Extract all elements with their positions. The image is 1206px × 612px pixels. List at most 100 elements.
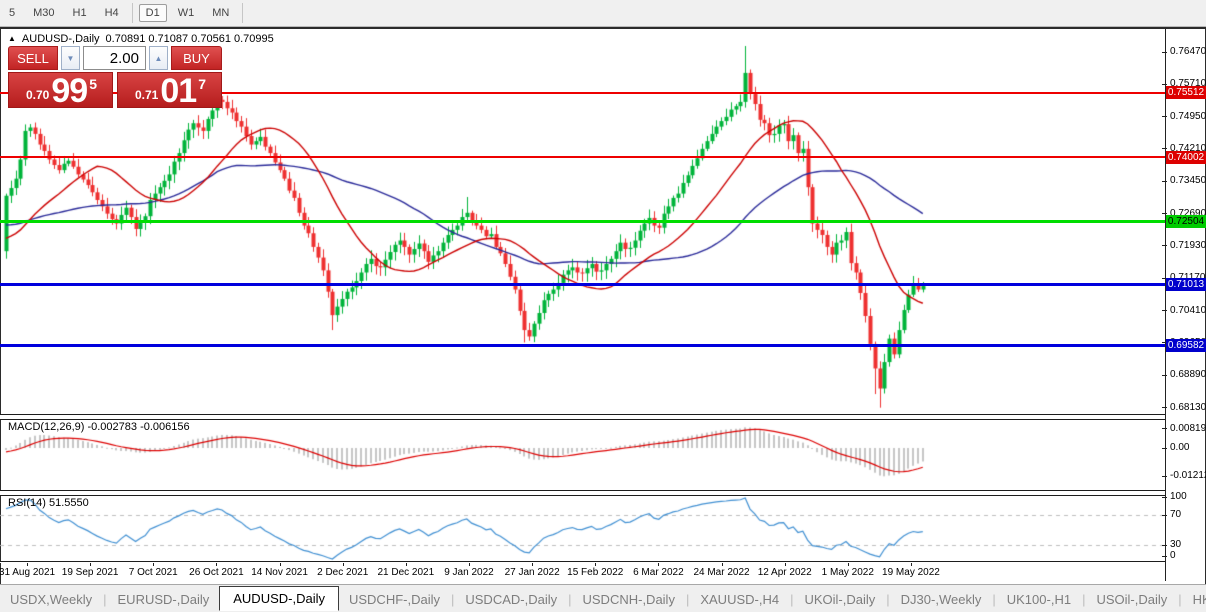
date-tick-mark: [342, 562, 344, 566]
macd-tick-mark: [1162, 447, 1167, 449]
buy-price-sup: 7: [198, 76, 206, 92]
chart-tab-uk100-h1[interactable]: UK100-,H1: [1006, 591, 1072, 607]
chart-tab-ukoil-daily[interactable]: UKOil-,Daily: [804, 591, 876, 607]
spin-down-icon: ▼: [66, 53, 75, 63]
price-tick-mark: [1162, 148, 1167, 150]
price-tick-mark: [1162, 342, 1167, 344]
macd-tick-label: -0.01212: [1170, 470, 1206, 482]
chart-tab-usoil-daily[interactable]: USOil-,Daily: [1096, 591, 1168, 607]
tab-separator: |: [103, 591, 107, 607]
chart-tab-dj30-weekly[interactable]: DJ30-,Weekly: [900, 591, 982, 607]
chart-tab-usdcnh-daily[interactable]: USDCNH-,Daily: [582, 591, 675, 607]
tab-separator: |: [1178, 591, 1182, 607]
chart-tab-eurusd-daily[interactable]: EURUSD-,Daily: [117, 591, 210, 607]
date-tick-mark: [847, 562, 849, 566]
date-tick-mark: [405, 562, 407, 566]
sell-button[interactable]: SELL: [8, 46, 58, 70]
date-axis-label: 15 Feb 2022: [567, 567, 624, 578]
price-tick-mark: [1162, 116, 1167, 118]
date-axis-label: 21 Dec 2021: [377, 567, 435, 578]
price-tick-mark: [1162, 310, 1167, 312]
price-tick-label: 0.74950: [1170, 110, 1206, 122]
main-macd-separator[interactable]: [0, 414, 1166, 420]
chart-tab-usdchf-daily[interactable]: USDCHF-,Daily: [348, 591, 440, 607]
tab-separator: |: [568, 591, 572, 607]
tab-separator: |: [1082, 591, 1086, 607]
date-tick-mark: [721, 562, 723, 566]
volume-decrease-button[interactable]: ▼: [61, 46, 80, 70]
price-axis-border: [1165, 29, 1166, 581]
sell-price-big: 99: [51, 72, 88, 110]
price-tick-label: 0.73450: [1170, 175, 1206, 187]
price-tick-label: 0.68130: [1170, 401, 1206, 413]
buy-price-small: 0.71: [135, 88, 159, 102]
date-axis-label: 6 Mar 2022: [633, 567, 684, 578]
price-tick-mark: [1162, 180, 1167, 182]
price-badge-0.74002: 0.74002: [1166, 150, 1206, 164]
price-tick-label: 0.70410: [1170, 304, 1206, 316]
tab-separator: |: [685, 591, 690, 607]
volume-input[interactable]: [83, 46, 146, 70]
price-badge-0.71013: 0.71013: [1166, 278, 1206, 292]
rsi-tick-mark: [1162, 496, 1167, 498]
chart-symbol-period: AUDUSD-,Daily: [21, 33, 100, 45]
date-axis-label: 9 Jan 2022: [444, 567, 494, 578]
buy-button[interactable]: BUY: [171, 46, 222, 70]
date-axis-label: 19 Sep 2021: [61, 567, 119, 578]
date-tick-mark: [910, 562, 912, 566]
horizontal-line-0.71013[interactable]: [0, 283, 1165, 287]
collapse-arrow-icon[interactable]: ▲: [8, 34, 16, 43]
buy-price-display[interactable]: 0.71 01 7: [117, 72, 222, 108]
date-axis-label: 2 Dec 2021: [317, 567, 369, 578]
date-tick-mark: [27, 562, 28, 566]
chart-ohlc-values: 0.70891 0.71087 0.70561 0.70995: [105, 33, 274, 45]
date-tick-mark: [153, 562, 155, 566]
date-axis-label: 1 May 2022: [821, 567, 874, 578]
price-tick-label: 0.74210: [1170, 142, 1206, 154]
price-tick-label: 0.71930: [1170, 239, 1206, 251]
date-axis-label: 24 Mar 2022: [693, 567, 750, 578]
spin-up-icon: ▲: [154, 53, 163, 63]
tab-separator: |: [790, 591, 794, 607]
date-tick-mark: [532, 562, 534, 566]
price-tick-label: 0.68890: [1170, 369, 1206, 381]
date-tick-mark: [279, 562, 281, 566]
date-tick-mark: [216, 562, 218, 566]
chart-tab-xauusd-h4[interactable]: XAUUSD-,H4: [700, 591, 780, 607]
rsi-dateaxis-separator: [0, 561, 1166, 563]
price-tick-mark: [1162, 245, 1167, 247]
price-badge-0.72504: 0.72504: [1166, 214, 1206, 228]
tab-separator: |: [886, 591, 890, 607]
rsi-indicator-label: RSI(14) 51.5550: [8, 497, 89, 509]
horizontal-line-0.72504[interactable]: [0, 219, 1165, 223]
chart-tab-hk50-h1[interactable]: HK50-,H1: [1192, 591, 1206, 607]
macd-tick-label: 0.008197: [1170, 422, 1206, 434]
rsi-tick-label: 100: [1170, 491, 1187, 502]
chart-tab-usdcad-daily[interactable]: USDCAD-,Daily: [465, 591, 558, 607]
horizontal-line-0.75512[interactable]: [0, 91, 1165, 94]
date-tick-mark: [658, 562, 660, 566]
sell-price-display[interactable]: 0.70 99 5: [8, 72, 113, 108]
volume-increase-button[interactable]: ▲: [149, 46, 168, 70]
date-axis-label: 31 Aug 2021: [0, 567, 56, 578]
date-axis-label: 26 Oct 2021: [189, 567, 244, 578]
rsi-tick-label: 0: [1170, 550, 1176, 561]
horizontal-line-0.74002[interactable]: [0, 156, 1165, 159]
price-tick-label: 0.72690: [1170, 207, 1206, 219]
price-tick-mark: [1162, 51, 1167, 53]
horizontal-line-0.69582[interactable]: [0, 344, 1165, 348]
date-tick-mark: [784, 562, 786, 566]
sell-price-sup: 5: [89, 76, 97, 92]
date-axis-label: 14 Nov 2021: [251, 567, 308, 578]
macd-tick-mark: [1162, 475, 1167, 477]
rsi-tick-label: 30: [1170, 539, 1182, 550]
price-tick-mark: [1162, 374, 1167, 376]
price-tick-mark: [1162, 407, 1167, 409]
chart-tab-usdx-weekly[interactable]: USDX,Weekly: [10, 591, 93, 607]
price-tick-label: 0.76470: [1170, 46, 1206, 57]
chart-tab-audusd-daily[interactable]: AUDUSD-,Daily: [219, 585, 339, 611]
price-tick-label: 0.71170: [1170, 272, 1206, 284]
price-badge-0.75512: 0.75512: [1166, 86, 1206, 100]
macd-rsi-separator[interactable]: [0, 490, 1166, 496]
rsi-tick-mark: [1162, 544, 1167, 546]
